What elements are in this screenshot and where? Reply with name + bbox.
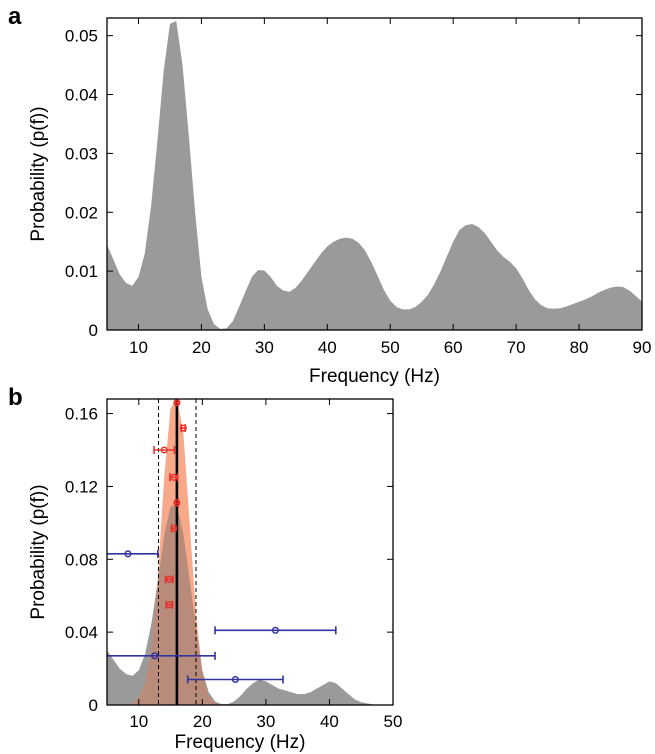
plot-area [107, 399, 393, 705]
x-tick-label: 90 [633, 338, 652, 357]
panel-label-b: b [8, 384, 23, 411]
red-point [165, 575, 173, 583]
y-tick-label: 0.08 [65, 550, 98, 569]
red-point [160, 446, 168, 454]
x-tick-label: 30 [256, 712, 275, 731]
y-tick-label: 0.03 [65, 144, 98, 163]
red-point [179, 424, 187, 432]
panel-a: a 10 20 30 40 50 60 70 80 90 0 0.01 0.02 0.03 0.04 0.05… [8, 3, 651, 387]
x-tick-label: 70 [507, 338, 526, 357]
plot-frame [106, 398, 394, 706]
panel-label-a: a [8, 3, 22, 30]
plot-frame [106, 17, 643, 331]
y-tick-label: 0.01 [65, 262, 98, 281]
red-point [170, 524, 178, 532]
x-axis-label: Frequency (Hz) [175, 732, 306, 753]
x-axis-label: Frequency (Hz) [309, 366, 440, 387]
red-point [170, 473, 178, 481]
panel-b: b 10 20 30 40 50 0 0.04 0.08 0.12 0.16 Frequency (H… [8, 384, 402, 753]
red-point [165, 601, 173, 609]
y-tick-label: 0.12 [65, 477, 98, 496]
y-tick-label: 0 [89, 696, 98, 715]
overlap-area [126, 504, 222, 705]
blue-point [231, 675, 239, 684]
x-tick-label: 50 [381, 338, 400, 357]
x-tick-label: 40 [320, 712, 339, 731]
blue-point [124, 550, 132, 558]
y-axis-label: Probability (p(f)) [28, 484, 49, 619]
x-tick-label: 10 [129, 338, 148, 357]
red-point [173, 499, 181, 507]
x-tick-label: 10 [129, 712, 148, 731]
x-tick-label: 50 [384, 712, 403, 731]
y-tick-label: 0.02 [65, 203, 98, 222]
y-tick-label: 0.04 [65, 86, 98, 105]
x-tick-label: 80 [570, 338, 589, 357]
blue-point [271, 626, 279, 634]
y-axis-label: Probability (p(f)) [28, 106, 49, 241]
area-series [107, 20, 642, 330]
red-point [173, 399, 181, 407]
y-tick-label: 0 [89, 321, 98, 340]
x-tick-label: 20 [192, 338, 211, 357]
x-tick-label: 20 [193, 712, 212, 731]
x-tick-label: 40 [318, 338, 337, 357]
y-tick-label: 0.04 [65, 623, 98, 642]
x-tick-label: 30 [255, 338, 274, 357]
y-tick-label: 0.05 [65, 27, 98, 46]
y-tick-label: 0.16 [65, 405, 98, 424]
blue-point [151, 652, 159, 660]
x-tick-label: 60 [444, 338, 463, 357]
